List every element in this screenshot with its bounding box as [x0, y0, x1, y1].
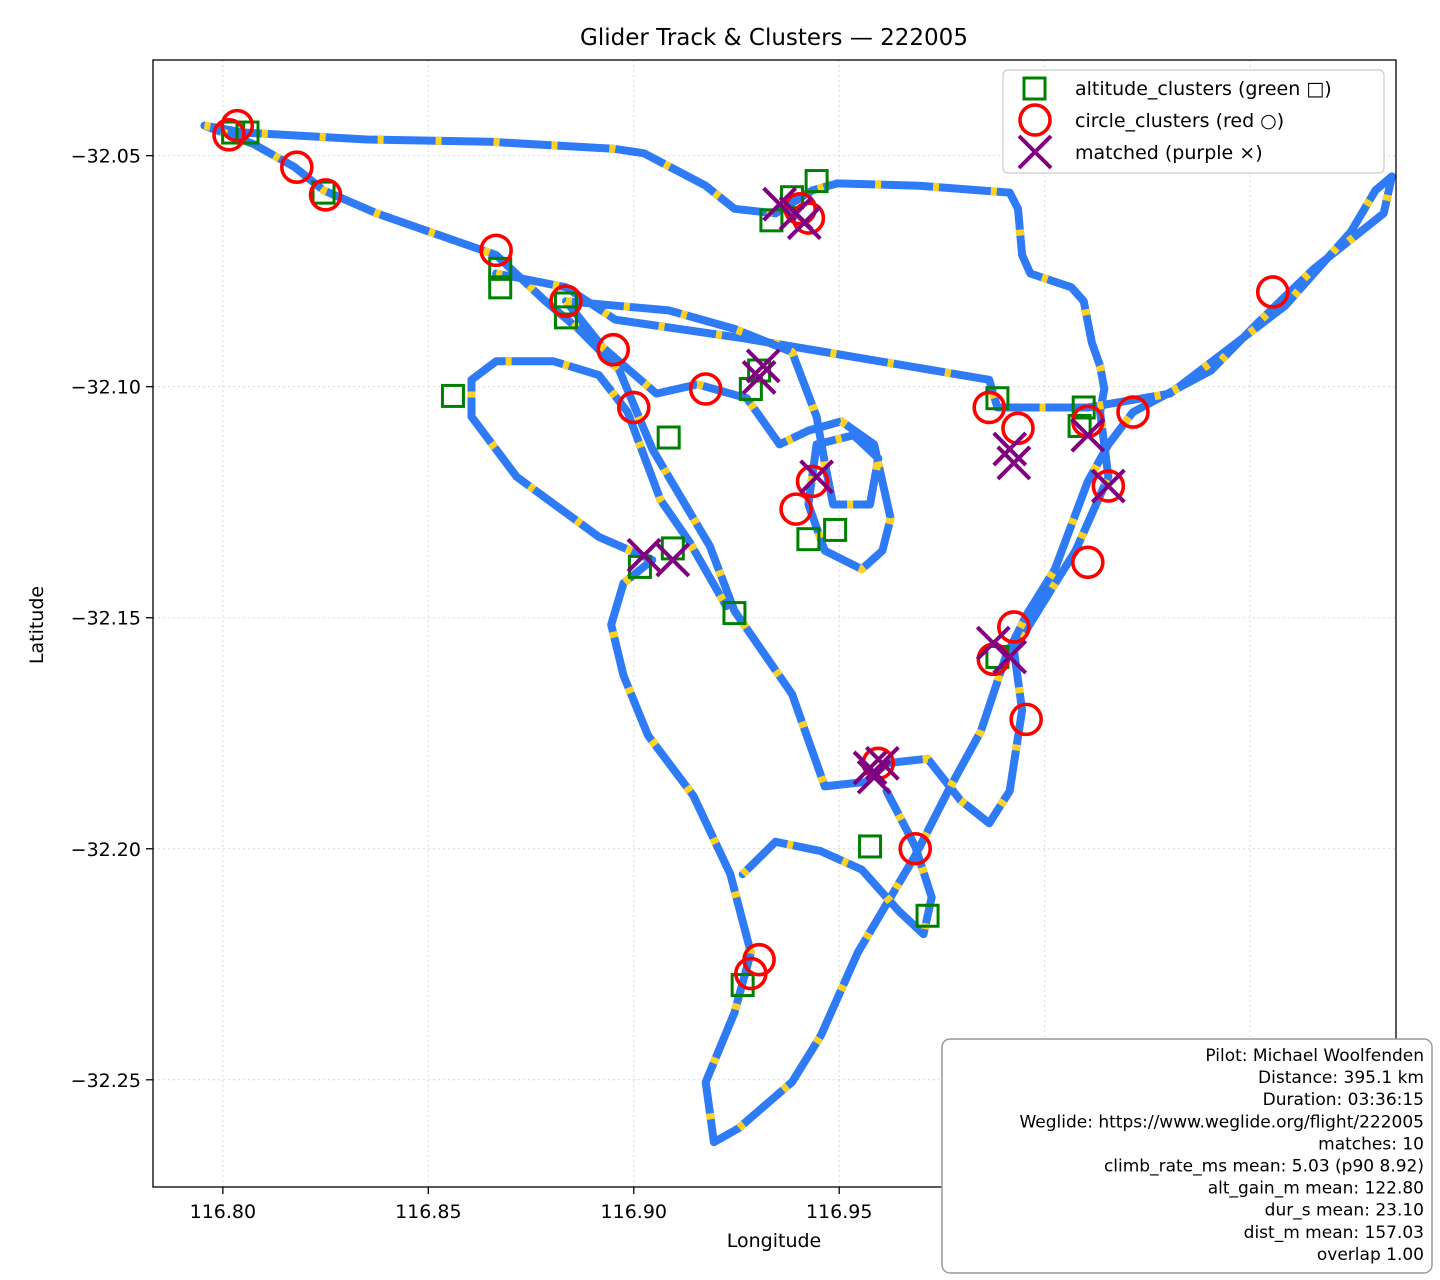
y-tick-label: −32.10 — [71, 377, 141, 399]
x-axis-label: Longitude — [727, 1230, 822, 1252]
altitude-cluster-marker — [858, 834, 883, 859]
matched-marker — [992, 431, 1028, 467]
altitude-cluster-marker — [804, 169, 829, 194]
info-line: Duration: 03:36:15 — [1263, 1090, 1424, 1110]
circle-cluster-marker — [688, 372, 723, 406]
matched-marker — [655, 542, 691, 578]
altitude-cluster-marker — [823, 517, 848, 542]
circle-cluster-marker — [779, 492, 813, 526]
altitude-cluster-marker — [1067, 413, 1092, 438]
legend-square-icon — [1022, 76, 1047, 101]
matched-marker — [996, 445, 1032, 481]
plot-frame — [152, 59, 1397, 1188]
y-tick-label: −32.05 — [71, 146, 141, 168]
circle-cluster-marker — [616, 390, 651, 425]
circle-cluster-marker — [734, 956, 768, 991]
info-line: alt_gain_m mean: 122.80 — [1208, 1179, 1424, 1199]
altitude-cluster-marker — [730, 973, 755, 998]
altitude-cluster-marker — [488, 256, 513, 281]
chart-title: Glider Track & Clusters — 222005 — [580, 25, 968, 51]
altitude-cluster-marker — [488, 275, 513, 300]
info-line: overlap 1.00 — [1317, 1245, 1424, 1265]
matched-marker — [852, 750, 888, 786]
circle-cluster-marker — [549, 284, 583, 319]
altitude-cluster-marker — [915, 903, 940, 928]
x-tick-label: 116.80 — [190, 1201, 256, 1223]
circle-cluster-marker — [1116, 395, 1150, 429]
y-tick-label: −32.20 — [71, 839, 141, 861]
circle-cluster-marker — [220, 108, 255, 143]
info-line: matches: 10 — [1318, 1134, 1424, 1154]
altitude-cluster-marker — [235, 120, 260, 145]
info-line: dist_m mean: 157.03 — [1244, 1223, 1424, 1243]
circle-cluster-marker — [596, 332, 631, 367]
info-line: dur_s mean: 23.10 — [1265, 1201, 1424, 1221]
circle-cluster-marker — [212, 118, 246, 152]
matched-marker — [992, 639, 1028, 675]
circle-cluster-marker — [997, 610, 1031, 644]
info-line: Weglide: https://www.weglide.org/flight/… — [1019, 1112, 1424, 1132]
altitude-cluster-marker — [985, 386, 1010, 411]
altitude-cluster-marker — [553, 291, 578, 316]
altitude-cluster-marker — [722, 601, 747, 626]
altitude-cluster-marker — [656, 425, 681, 450]
matched-marker — [741, 360, 777, 395]
matched-marker — [762, 186, 798, 222]
altitude-cluster-marker — [553, 305, 578, 330]
info-box-frame — [941, 1038, 1433, 1274]
x-tick-label: 116.95 — [806, 1201, 872, 1223]
matched-marker — [745, 348, 781, 384]
circle-cluster-marker — [1255, 275, 1290, 309]
circle-cluster-marker — [1071, 545, 1105, 580]
x-tick-label: 116.90 — [601, 1201, 667, 1223]
x-tick-label: 116.85 — [395, 1201, 461, 1223]
legend-circle-icon — [1018, 103, 1052, 137]
circle-cluster-marker — [795, 464, 830, 499]
circle-cluster-marker — [479, 233, 513, 268]
plot-background — [153, 60, 1396, 1187]
altitude-cluster-marker — [796, 527, 821, 552]
plot-area: 116.80116.85116.90116.95117.00117.05−32.… — [71, 59, 1397, 1223]
markers-group — [212, 108, 1290, 998]
altitude-cluster-marker — [627, 554, 652, 579]
legend-label: matched (purple ×) — [1075, 142, 1263, 164]
matched-marker — [856, 759, 892, 795]
track-climb-segments — [739, 789, 936, 939]
track-climb-segments — [467, 172, 1396, 1147]
circle-cluster-marker — [1091, 469, 1126, 503]
info-line: Distance: 395.1 km — [1258, 1068, 1424, 1088]
legend-x-icon — [1017, 134, 1053, 170]
circle-cluster-marker — [1009, 702, 1043, 737]
matched-marker — [626, 537, 662, 573]
info-line: climb_rate_ms mean: 5.03 (p90 8.92) — [1104, 1157, 1424, 1177]
legend: altitude_clusters (green □) circle_cluste… — [1002, 69, 1385, 174]
info-line: Pilot: Michael Woolfenden — [1205, 1046, 1424, 1066]
legend-label: altitude_clusters (green □) — [1075, 78, 1332, 100]
circle-cluster-marker — [308, 178, 343, 212]
circle-cluster-marker — [972, 390, 1007, 425]
legend-box — [1002, 69, 1385, 174]
altitude-cluster-marker — [440, 383, 465, 408]
y-tick-label: −32.25 — [71, 1070, 141, 1092]
y-tick-label: −32.15 — [71, 608, 141, 630]
y-axis-label: Latitude — [26, 586, 48, 664]
legend-label: circle_clusters (red ○) — [1075, 110, 1284, 132]
matched-marker — [786, 205, 822, 241]
circle-cluster-marker — [280, 150, 314, 185]
matched-marker — [1090, 468, 1126, 504]
altitude-cluster-marker — [311, 180, 336, 205]
matched-marker — [799, 459, 835, 495]
circle-cluster-marker — [898, 831, 933, 866]
matched-marker — [1070, 417, 1106, 453]
